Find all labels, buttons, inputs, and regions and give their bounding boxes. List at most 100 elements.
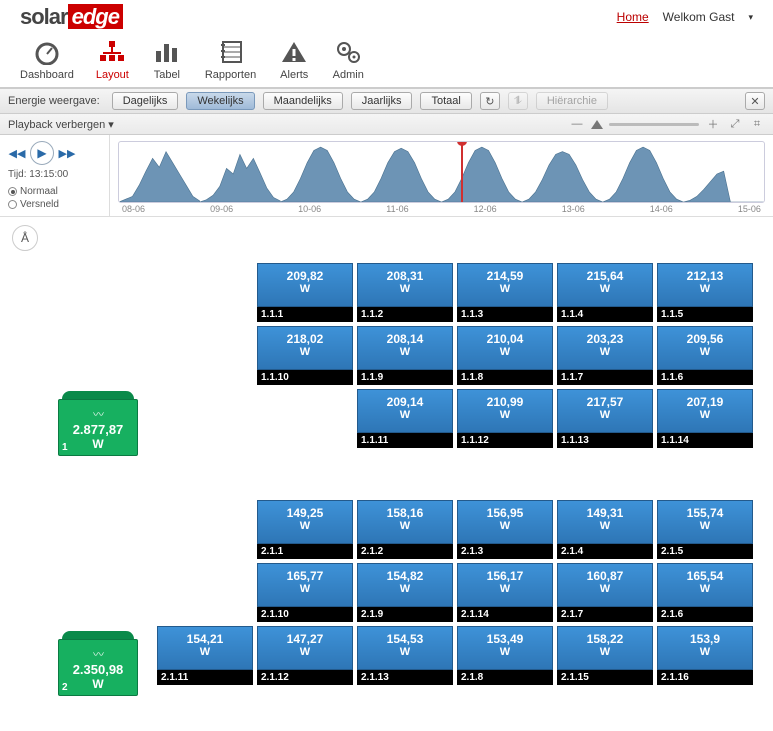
range-total[interactable]: Totaal	[420, 92, 471, 110]
speed-normal[interactable]: Normaal	[8, 186, 101, 197]
solar-panel[interactable]: 209,82W1.1.1	[257, 263, 353, 322]
panel-id: 1.1.11	[357, 433, 453, 448]
radio-icon	[8, 200, 17, 209]
solar-panel[interactable]: 147,27W2.1.12	[257, 626, 353, 685]
panel-value: 165,54	[661, 569, 749, 583]
minus-icon[interactable]: —	[569, 117, 585, 131]
panel-value: 149,31	[561, 506, 649, 520]
panel-value: 153,9	[661, 632, 749, 646]
inverter-unit: W	[63, 677, 133, 691]
tab-label: Layout	[96, 69, 129, 81]
panel-id: 2.1.1	[257, 544, 353, 559]
solar-panel[interactable]: 154,82W2.1.9	[357, 563, 453, 622]
solar-panel[interactable]: 153,49W2.1.8	[457, 626, 553, 685]
panel-value: 165,77	[261, 569, 349, 583]
panel-id: 2.1.10	[257, 607, 353, 622]
panel-id: 1.1.2	[357, 307, 453, 322]
panel-id: 1.1.9	[357, 370, 453, 385]
solar-panel[interactable]: 156,17W2.1.14	[457, 563, 553, 622]
panel-value: 149,25	[261, 506, 349, 520]
panel-id: 1.1.12	[457, 433, 553, 448]
speed-fast[interactable]: Versneld	[8, 199, 101, 210]
inverter[interactable]: 〰2.350,98W2	[58, 631, 138, 696]
solar-panel[interactable]: 149,31W2.1.4	[557, 500, 653, 559]
panel-id: 1.1.14	[657, 433, 753, 448]
expand-icon[interactable]: ⤢	[727, 117, 743, 131]
solar-panel[interactable]: 153,9W2.1.16	[657, 626, 753, 685]
panel-id: 2.1.12	[257, 670, 353, 685]
panel-value: 218,02	[261, 332, 349, 346]
solar-panel[interactable]: 210,99W1.1.12	[457, 389, 553, 448]
panel-unit: W	[661, 409, 749, 421]
compass-button[interactable]: Å	[12, 225, 38, 251]
panel-value: 212,13	[661, 269, 749, 283]
range-weekly[interactable]: Wekelijks	[186, 92, 254, 110]
solar-panel[interactable]: 217,57W1.1.13	[557, 389, 653, 448]
refresh-button[interactable]: ↻	[480, 92, 500, 110]
tab-alerts[interactable]: Alerts	[278, 38, 310, 81]
bars-icon	[151, 38, 183, 66]
close-panel-button[interactable]: ✕	[745, 92, 765, 110]
gauge-icon	[31, 38, 63, 66]
solar-panel[interactable]: 203,23W1.1.7	[557, 326, 653, 385]
inverter[interactable]: 〰2.877,87W1	[58, 391, 138, 456]
panel-value: 153,49	[461, 632, 549, 646]
solar-panel[interactable]: 158,16W2.1.2	[357, 500, 453, 559]
panel-unit: W	[661, 520, 749, 532]
tab-layout[interactable]: Layout	[96, 38, 129, 81]
panel-id: 2.1.3	[457, 544, 553, 559]
range-monthly[interactable]: Maandelijks	[263, 92, 343, 110]
playhead-marker[interactable]	[461, 142, 463, 202]
solar-panel[interactable]: 165,77W2.1.10	[257, 563, 353, 622]
range-daily[interactable]: Dagelijks	[112, 92, 179, 110]
panel-unit: W	[561, 520, 649, 532]
tab-dashboard[interactable]: Dashboard	[20, 38, 74, 81]
timeline-chart[interactable]	[118, 141, 765, 203]
fit-icon[interactable]: ⌗	[749, 117, 765, 131]
play-button[interactable]: ▶	[30, 141, 54, 165]
solar-panel[interactable]: 209,14W 1.1.11	[357, 389, 453, 448]
solar-panel[interactable]: 208,14W1.1.9	[357, 326, 453, 385]
solar-panel[interactable]: 212,13W1.1.5	[657, 263, 753, 322]
solar-panel[interactable]: 208,31W1.1.2	[357, 263, 453, 322]
panel-value: 154,53	[361, 632, 449, 646]
panel-value: 203,23	[561, 332, 649, 346]
solar-panel[interactable]: 210,04W1.1.8	[457, 326, 553, 385]
solar-panel[interactable]: 209,56W1.1.6	[657, 326, 753, 385]
solar-panel[interactable]: 158,22W2.1.15	[557, 626, 653, 685]
tab-tabel[interactable]: Tabel	[151, 38, 183, 81]
playback-toggle[interactable]: Playback verbergen ▾	[8, 118, 114, 131]
solar-panel[interactable]: 215,64W1.1.4	[557, 263, 653, 322]
inverter-value: 2.877,87	[63, 422, 133, 437]
tab-admin[interactable]: Admin	[332, 38, 364, 81]
panel-unit: W	[361, 409, 449, 421]
solar-panel[interactable]: 214,59W1.1.3	[457, 263, 553, 322]
panel-value: 209,14	[361, 395, 449, 409]
logo-right: edge	[68, 4, 123, 29]
layout-canvas[interactable]: 〰2.877,87W1 〰2.350,98W2 209,82W1.1.1208,31…	[0, 251, 773, 731]
home-link[interactable]: Home	[617, 10, 649, 24]
energy-label: Energie weergave:	[8, 95, 100, 107]
tick-label: 10-06	[298, 204, 321, 214]
plus-icon[interactable]: ＋	[705, 117, 721, 131]
solar-panel[interactable]: 165,54W2.1.6	[657, 563, 753, 622]
tab-rapporten[interactable]: Rapporten	[205, 38, 256, 81]
solar-panel[interactable]: 155,74W2.1.5	[657, 500, 753, 559]
solar-panel[interactable]: 154,21W2.1.11	[157, 626, 253, 685]
solar-panel[interactable]: 149,25W2.1.1	[257, 500, 353, 559]
zoom-slider[interactable]	[609, 123, 699, 126]
solar-panel[interactable]: 160,87W2.1.7	[557, 563, 653, 622]
rewind-button[interactable]: ◀◀	[8, 144, 26, 162]
solar-panel[interactable]: 156,95W2.1.3	[457, 500, 553, 559]
panel-value: 156,95	[461, 506, 549, 520]
range-yearly[interactable]: Jaarlijks	[351, 92, 413, 110]
panel-unit: W	[461, 346, 549, 358]
panel-unit: W	[661, 646, 749, 658]
solar-panel[interactable]: 154,53W2.1.13	[357, 626, 453, 685]
forward-button[interactable]: ▶▶	[58, 144, 76, 162]
slider-handle-icon[interactable]	[591, 120, 603, 129]
solar-panel[interactable]: 218,02W1.1.10	[257, 326, 353, 385]
panel-id: 2.1.5	[657, 544, 753, 559]
solar-panel[interactable]: 207,19W1.1.14	[657, 389, 753, 448]
user-menu-caret[interactable]: ▾	[748, 12, 753, 23]
